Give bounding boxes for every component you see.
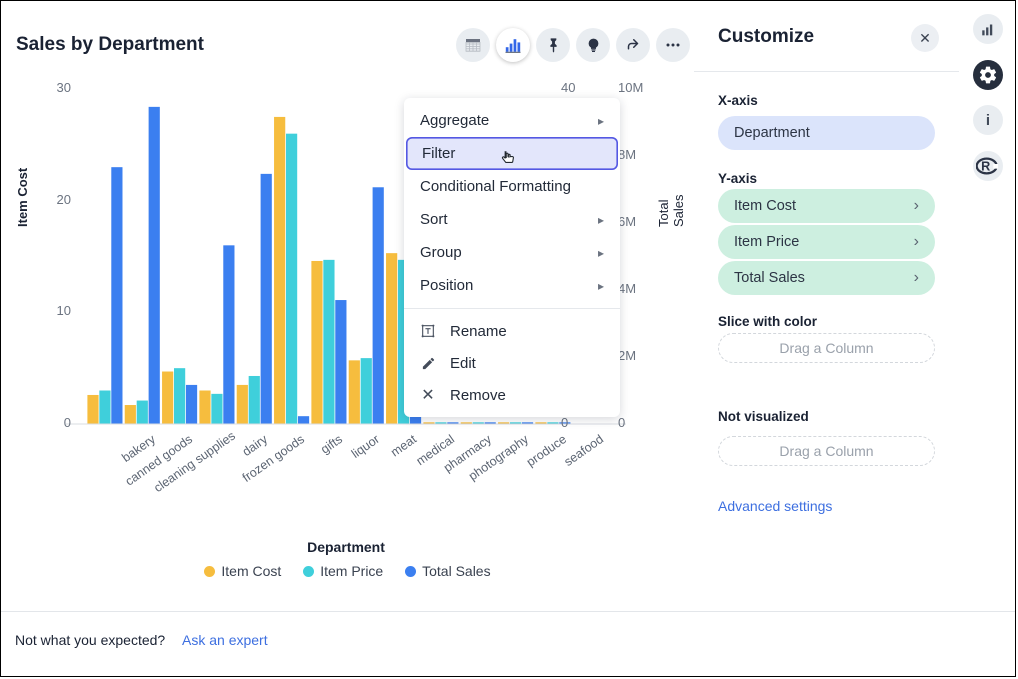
svg-text:R: R — [981, 160, 990, 174]
